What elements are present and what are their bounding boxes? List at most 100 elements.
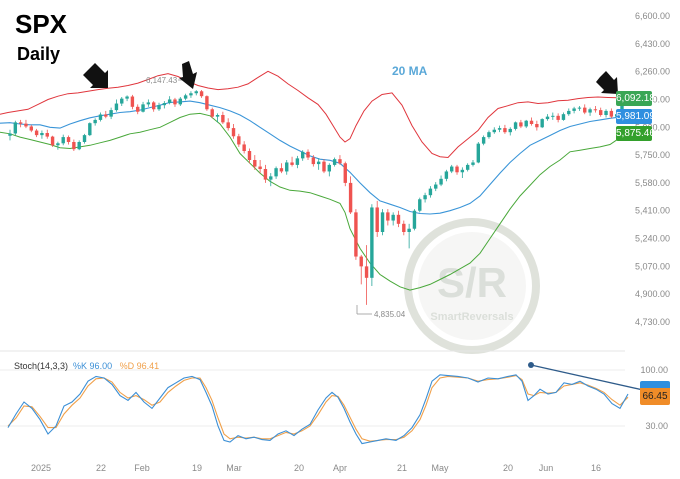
candle-body [173, 99, 177, 105]
price-tick-label: 6,090.00 [635, 94, 670, 104]
stoch-axis: 100.00 30.00 [640, 365, 668, 431]
candle [66, 135, 71, 145]
candle [146, 99, 151, 107]
candle [130, 94, 135, 110]
candle-body [8, 133, 12, 136]
candle [56, 141, 60, 150]
candle-body [210, 109, 214, 117]
candle-body [327, 164, 332, 172]
candle-body [269, 176, 273, 180]
candle-body [487, 132, 491, 138]
candle [407, 223, 411, 249]
candle-body [237, 136, 241, 145]
candle-body [492, 129, 496, 133]
candle-body [423, 195, 427, 200]
candle-body [354, 212, 358, 257]
candle [8, 129, 12, 141]
candle [551, 112, 555, 120]
stoch-legend: Stoch(14,3,3) %K 96.00 %D 96.41 [14, 361, 159, 371]
candle [524, 119, 528, 129]
candle [348, 176, 353, 214]
stoch-tag-k [640, 381, 670, 388]
candle-body [18, 122, 23, 124]
candle [141, 101, 145, 113]
candle [29, 124, 33, 133]
high-label: 6,147.43 [146, 76, 178, 85]
candle-body [322, 161, 326, 172]
candle-body [40, 133, 44, 136]
candle [194, 90, 198, 96]
price-tick-label: 4,730.00 [635, 317, 670, 327]
stoch-reference-levels [0, 369, 625, 427]
candle-body [428, 188, 433, 196]
candle [88, 122, 92, 137]
stoch-value-tag: 66.45 [640, 381, 670, 405]
candle-body [205, 96, 209, 110]
candle [370, 204, 374, 286]
price-tick-label: 6,600.00 [635, 11, 670, 21]
candle-body [561, 114, 566, 120]
watermark-logo: S/R [437, 259, 507, 306]
candle [167, 96, 172, 105]
candle-body [130, 96, 135, 107]
candle [82, 133, 87, 144]
ma-label: 20 MA [392, 64, 428, 78]
candle-body [104, 114, 108, 117]
candle [513, 121, 518, 131]
candle-body [364, 266, 369, 278]
candle [50, 135, 55, 147]
candle-body [285, 162, 289, 172]
candle [114, 99, 119, 112]
candle [237, 133, 241, 147]
candle-body [375, 207, 379, 232]
candle [290, 156, 294, 167]
candle-body [29, 126, 33, 131]
candle-body [396, 214, 401, 224]
candle [258, 160, 262, 174]
candle [231, 124, 236, 139]
low-annotation: 4,835.04 [356, 305, 406, 319]
candle-body [306, 151, 310, 158]
candle [338, 155, 342, 165]
candle-body [338, 159, 342, 164]
candle [444, 169, 449, 182]
candle-body [583, 107, 587, 113]
candle [386, 209, 390, 226]
candle-body [545, 116, 550, 120]
candle-body [577, 107, 582, 109]
ticker-title: SPX [15, 9, 68, 39]
candle [120, 97, 124, 106]
candle-body [588, 109, 592, 113]
candle-body [263, 169, 268, 180]
candle-body [551, 115, 555, 117]
candle-body [572, 108, 576, 111]
candle-body [391, 214, 395, 221]
candle-body [465, 164, 470, 170]
candle-body [609, 110, 614, 117]
candle-body [114, 103, 119, 111]
price-tag-middle-band: 5,981.09 [616, 109, 655, 124]
candle-body [136, 106, 140, 112]
time-tick-label: 20 [294, 463, 304, 473]
candle-body [194, 91, 198, 94]
candle [189, 91, 193, 98]
candle [311, 155, 316, 167]
candle [535, 120, 539, 131]
price-tick-label: 5,070.00 [635, 261, 670, 271]
candle [40, 130, 44, 139]
candle [136, 104, 140, 115]
candle-body [98, 114, 103, 120]
candle-body [370, 207, 374, 278]
stoch-title: Stoch(14,3,3) [14, 361, 69, 371]
price-tag-lower-band: 5,875.46 [616, 126, 655, 141]
candle-body [66, 137, 71, 142]
candle-body [460, 169, 465, 173]
price-tick-label: 5,410.00 [635, 206, 670, 216]
candle [450, 164, 454, 174]
candle [428, 186, 433, 198]
candle [471, 160, 475, 167]
stoch-k-line [7, 374, 629, 445]
candle-body [247, 151, 252, 160]
candle [178, 97, 182, 106]
